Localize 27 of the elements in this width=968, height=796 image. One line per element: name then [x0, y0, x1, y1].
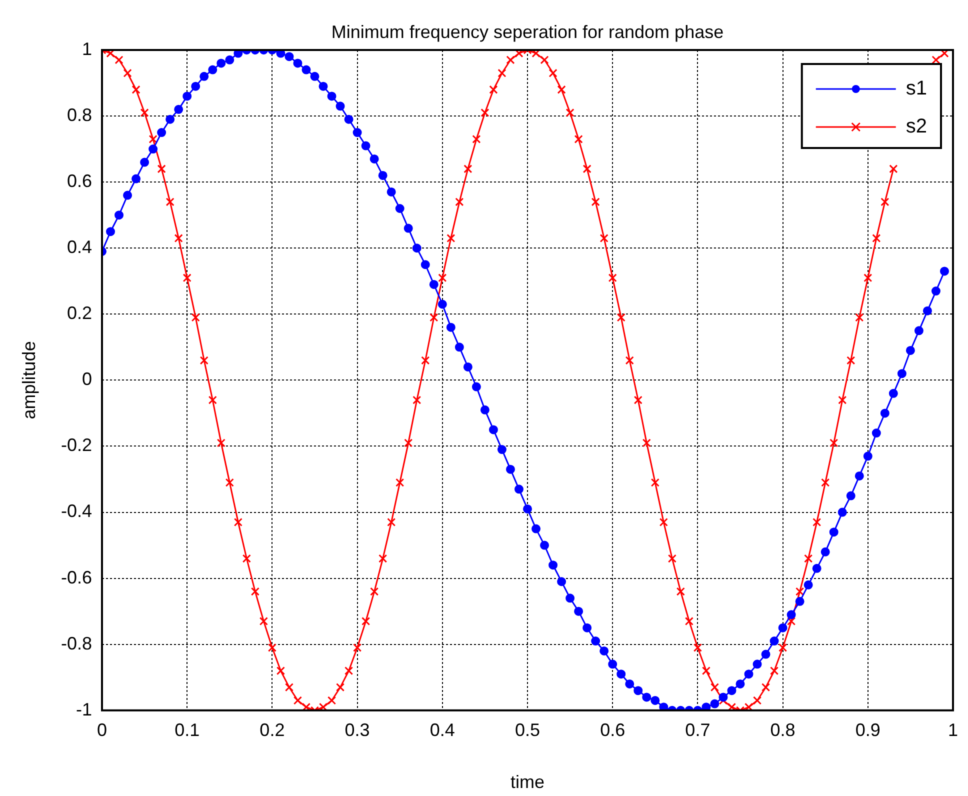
y-tick-label: -0.8 — [60, 633, 92, 654]
x-tick-label: 0.8 — [770, 720, 796, 740]
x-axis-title: time — [510, 772, 545, 792]
x-tick-label: 0.4 — [430, 720, 455, 740]
y-tick-label: 0.8 — [66, 105, 92, 126]
y-tick-label: -0.6 — [60, 567, 92, 588]
chart-title: Minimum frequency seperation for random phase — [331, 22, 724, 42]
y-tick-label: -0.4 — [60, 501, 92, 522]
y-tick-label: 0.6 — [66, 171, 92, 192]
x-tick-label: 0.7 — [685, 720, 710, 740]
y-axis-title: amplitude — [18, 341, 39, 420]
x-tick-label: 0.9 — [855, 720, 880, 740]
x-tick-label: 1 — [948, 720, 958, 740]
legend-label: s1 — [906, 78, 927, 100]
y-tick-label: 0.2 — [66, 303, 92, 324]
x-tick-label: 0.3 — [344, 720, 370, 740]
y-tick-label: 0.4 — [66, 237, 92, 258]
x-tick-label: 0 — [96, 720, 108, 740]
x-tick-label: 0.1 — [174, 720, 200, 740]
y-tick-label: 0 — [82, 369, 92, 390]
x-tick-label: 0.2 — [260, 720, 285, 740]
y-tick-label: 1 — [82, 38, 92, 59]
x-tick-label: 0.6 — [600, 720, 626, 740]
x-tick-label: 0.5 — [514, 720, 540, 740]
y-tick-label: -1 — [76, 699, 92, 720]
legend-label: s2 — [906, 116, 927, 138]
y-tick-label: -0.2 — [60, 435, 92, 456]
